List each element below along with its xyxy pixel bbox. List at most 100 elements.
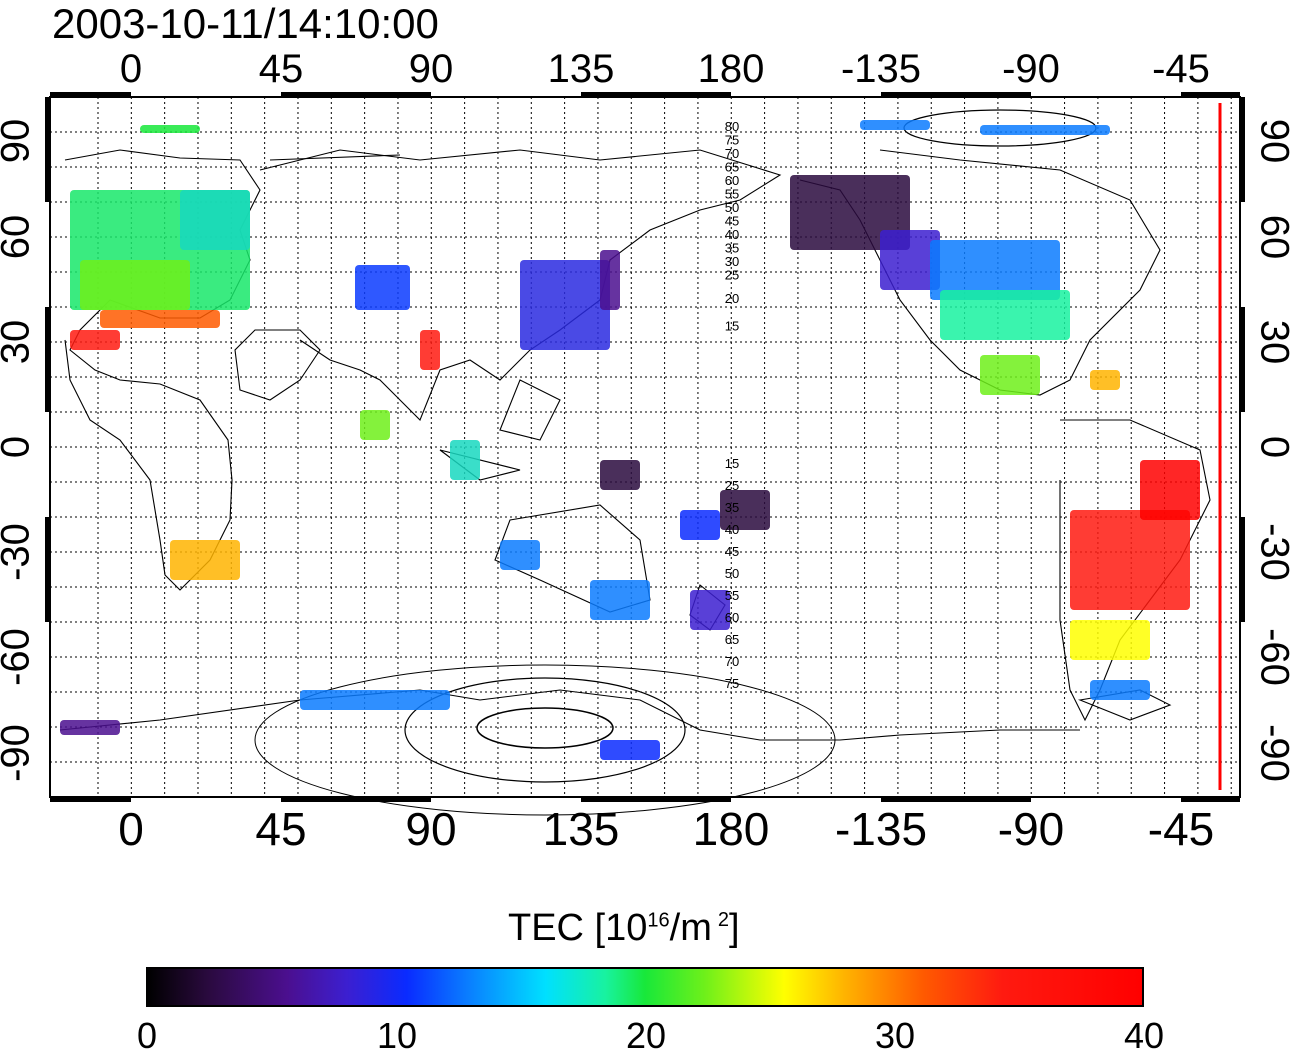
contour-label: 35 (725, 241, 739, 256)
axis-bar (581, 797, 731, 802)
tec-patch (590, 580, 650, 620)
tec-patch (180, 190, 250, 250)
tec-patch (930, 240, 1060, 300)
tec-patch (420, 330, 440, 370)
contour-label: 75 (725, 133, 739, 148)
tec-patch (300, 690, 450, 710)
contour-label: 25 (725, 268, 739, 283)
axis-bar (45, 97, 50, 202)
colorbar-title-end: ] (728, 907, 740, 949)
lon-tick-label-bottom: 90 (405, 803, 456, 855)
lon-tick-label-top: -45 (1152, 47, 1210, 91)
lat-tick-label-right: -60 (1252, 628, 1292, 686)
contour-label: 80 (725, 119, 739, 134)
tec-world-map: 8075706560555045403530252015152535404550… (0, 47, 1292, 855)
tec-patch (940, 290, 1070, 340)
contour-label: 60 (725, 610, 739, 625)
lon-tick-label-bottom: 0 (118, 803, 144, 855)
tec-patch (140, 125, 200, 133)
tec-patch (80, 260, 190, 310)
tec-patch (60, 720, 120, 735)
tec-patch (1070, 510, 1190, 610)
contour-label: 55 (725, 588, 739, 603)
tec-patch (600, 460, 640, 490)
plot-title: 2003-10-11/14:10:00 (52, 0, 439, 47)
lon-tick-label-bottom: 180 (693, 803, 770, 855)
tec-patch (980, 355, 1040, 395)
lat-tick-label-left: 30 (0, 320, 38, 365)
contour-label: 55 (725, 187, 739, 202)
axis-bar (1181, 797, 1240, 802)
axis-bar (1240, 517, 1245, 622)
contour-label: 65 (725, 632, 739, 647)
contour-label: 20 (725, 291, 739, 306)
contour-label: 40 (725, 227, 739, 242)
lon-tick-label-bottom: -135 (835, 803, 927, 855)
colorbar-title-exponent: 16 (647, 909, 670, 932)
colorbar-tick-label: 40 (1123, 1015, 1165, 1056)
coastline (234, 329, 321, 401)
tec-patch (500, 540, 540, 570)
colorbar-title-exponent2: 2 (717, 909, 729, 932)
pole-contour (404, 677, 686, 783)
tec-patch (720, 490, 770, 530)
coastline (269, 154, 401, 161)
contour-label: 45 (725, 214, 739, 229)
lon-tick-label-bottom: -90 (998, 803, 1064, 855)
lat-tick-label-left: -90 (0, 724, 38, 782)
lat-tick-label-right: 30 (1252, 320, 1292, 365)
contour-label: 15 (725, 456, 739, 471)
tec-patch (880, 230, 940, 290)
tec-patch (790, 175, 910, 250)
lon-tick-label-top: 180 (698, 47, 765, 91)
tec-patch (70, 330, 120, 350)
tec-patch (1140, 460, 1200, 520)
tec-patch (520, 260, 610, 350)
axis-bar (45, 307, 50, 412)
lat-tick-label-right: -90 (1252, 724, 1292, 782)
contour-label: 65 (725, 160, 739, 175)
colorbar-title-main: TEC [10 (508, 907, 648, 949)
tec-patch (100, 310, 220, 328)
pole-contour (476, 707, 614, 749)
contour-label: 60 (725, 173, 739, 188)
tec-patch (600, 250, 620, 310)
axis-bar (581, 92, 731, 97)
tec-patch (980, 125, 1110, 135)
lat-tick-label-left: 60 (0, 215, 38, 260)
contour-label: 70 (725, 654, 739, 669)
lat-tick-label-right: 90 (1252, 119, 1292, 164)
colorbar-title-unit: /m (669, 907, 712, 949)
colorbar-tick-label: 30 (874, 1015, 916, 1056)
contour-label: 45 (725, 544, 739, 559)
axis-bar (45, 517, 50, 622)
colorbar-tick-label: 0 (136, 1015, 158, 1056)
tec-patch (450, 440, 480, 480)
contour-label: 15 (725, 319, 739, 334)
lat-tick-label-left: -30 (0, 523, 38, 581)
colorbar (146, 967, 1144, 1007)
lon-tick-label-top: -90 (1002, 47, 1060, 91)
tec-patch (170, 540, 240, 580)
contour-label: 70 (725, 146, 739, 161)
axis-bar (281, 797, 431, 802)
lat-tick-label-left: 90 (0, 119, 38, 164)
lon-tick-label-bottom: 45 (255, 803, 306, 855)
tec-patch (360, 410, 390, 440)
contour-label: 25 (725, 478, 739, 493)
lon-tick-label-top: 135 (548, 47, 615, 91)
axis-bar (281, 92, 431, 97)
axis-bar (50, 797, 131, 802)
axis-bar (1240, 97, 1245, 202)
lat-tick-label-right: -30 (1252, 523, 1292, 581)
tec-patch (680, 510, 720, 540)
axis-bar (1240, 307, 1245, 412)
tec-patch (355, 265, 410, 310)
lon-tick-label-top: 45 (259, 47, 304, 91)
colorbar-tick-label: 20 (625, 1015, 667, 1056)
contour-label: 75 (725, 676, 739, 691)
tec-patch (1070, 620, 1150, 660)
tec-patch (1090, 370, 1120, 390)
lat-tick-label-left: 0 (0, 436, 38, 458)
lat-tick-label-right: 60 (1252, 215, 1292, 260)
